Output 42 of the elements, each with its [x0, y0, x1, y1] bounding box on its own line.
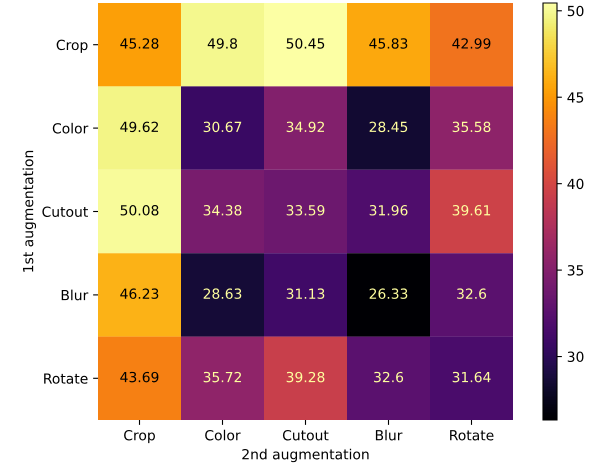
data-label: 34.38 — [204, 205, 242, 216]
y-tick-label: Blur — [62, 290, 88, 300]
y-tick-label: Color — [52, 122, 88, 134]
data-label: 42.99 — [452, 38, 490, 49]
color-bar-label: 50 — [568, 6, 584, 16]
color-bar-label: 35 — [568, 265, 584, 276]
data-label: 34.92 — [286, 122, 324, 132]
x-tick-label: Crop — [124, 430, 155, 444]
data-label: 45.28 — [120, 38, 158, 49]
data-label: 28.45 — [370, 122, 408, 132]
data-label: 35.58 — [452, 122, 490, 132]
color-bar-label: 40 — [567, 178, 584, 190]
data-label: 26.33 — [370, 288, 408, 299]
data-label: 39.61 — [452, 205, 490, 216]
data-label: 33.59 — [286, 205, 324, 216]
x-axis-title: 2nd augmentation — [242, 448, 369, 462]
data-label: 32.6 — [374, 372, 404, 382]
data-label: 50.45 — [286, 38, 324, 49]
data-label: 35.72 — [204, 372, 241, 382]
data-label: 45.83 — [369, 38, 408, 49]
data-label: 46.23 — [120, 288, 158, 299]
data-label: 30.67 — [204, 122, 242, 132]
y-tick-label: Cutout — [42, 206, 88, 217]
data-label: 49.62 — [120, 122, 158, 132]
data-label: 28.63 — [204, 288, 242, 299]
data-label: 43.69 — [120, 372, 158, 382]
y-axis-title: 1st augmentation — [22, 150, 36, 272]
x-tick-label: Rotate — [450, 430, 494, 440]
color-bar-label: 30 — [568, 352, 584, 362]
data-label: 31.96 — [370, 205, 408, 216]
x-tick-label: Cutout — [282, 430, 329, 440]
x-tick-label: Color — [205, 430, 241, 440]
color-bar-label: 45 — [567, 92, 584, 103]
y-tick-label: Rotate — [44, 373, 88, 384]
data-label: 31.64 — [452, 372, 491, 382]
x-tick-label: Blur — [376, 430, 402, 440]
data-label: 39.28 — [286, 372, 324, 382]
y-tick-label: Crop — [56, 40, 88, 53]
data-label: 32.6 — [457, 288, 486, 299]
data-label: 50.08 — [120, 205, 158, 216]
data-label: 31.13 — [286, 288, 324, 299]
data-label: 49.8 — [208, 38, 238, 49]
